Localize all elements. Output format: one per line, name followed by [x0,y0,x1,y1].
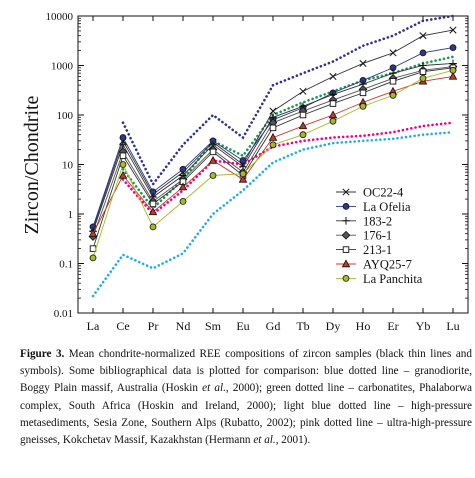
legend-label: AYQ25-7 [363,258,412,272]
data-point [149,200,157,208]
data-point [328,110,338,119]
data-point [88,229,98,237]
reference-series-7 [121,14,455,187]
legend-label: La Ofelia [363,200,411,214]
legend-marker [342,217,350,225]
data-point [239,170,247,178]
x-tick-label: Dy [326,319,341,333]
data-point [449,26,457,34]
data-point [419,49,427,57]
data-point [179,165,187,173]
x-tick-label: Ho [356,319,371,333]
x-tick-label: Tb [296,319,309,333]
caption-figure-label: Figure 3. [20,348,65,360]
legend-label: 176-1 [363,229,392,243]
reference-series-9 [91,130,455,298]
data-point [119,134,127,141]
legend-marker [341,259,351,268]
data-point [119,141,127,149]
data-point [389,91,397,99]
caption-etal-1: et al. [202,382,226,395]
legend-label: 213-1 [363,243,392,257]
reference-series-line [121,14,455,187]
data-point [359,102,367,110]
sample-series-4 [89,64,457,252]
reference-series-10 [121,121,455,216]
data-point [329,117,337,125]
data-point [209,172,217,179]
data-point [419,68,427,75]
ree-chart: Zircon/Chondrite 0.01 0.1 1 10 100 1000 10000 L… [21,11,469,333]
data-point [119,161,127,168]
plot-area: 0.01 0.1 1 10 100 1000 10000 La Ce Pr Nd Sm Eu Gd Tb Dy… [46,11,469,333]
data-point [448,71,458,80]
data-point [298,121,308,130]
x-tick-label: Nd [176,319,191,333]
data-point [269,107,277,115]
x-tick-label: Gd [266,319,281,333]
x-tick-label: Yb [416,319,431,333]
y-tick-label: 10000 [46,11,74,23]
y-tick-label: 10 [62,160,74,172]
data-point [179,197,187,205]
data-point [419,74,427,82]
y-tick-label: 1 [68,209,74,221]
data-point [89,254,97,262]
data-point [299,131,307,139]
legend-marker [341,230,351,240]
x-tick-label: Ce [116,319,129,333]
caption-etal-2: et al. [253,434,276,447]
data-point [419,32,427,40]
data-point [329,100,337,107]
sample-series-line [92,67,454,249]
y-tick-label: 0.01 [54,308,73,320]
data-point [449,66,457,74]
data-point [359,89,367,97]
legend-label: 183-2 [363,214,392,228]
reference-series-line [121,121,455,216]
data-point [268,132,278,141]
data-point [449,44,457,51]
x-tick-label: Lu [446,319,459,333]
data-point [269,124,277,132]
data-point [329,72,337,81]
data-point [389,49,397,57]
y-axis-label: Zircon/Chondrite [21,95,43,234]
legend-label: OC22-4 [363,186,404,200]
y-tick-label: 1000 [51,61,74,73]
x-tick-label: Sm [205,319,222,333]
legend: OC22-4La Ofelia183-2176-1213-1AYQ25-7La … [336,186,423,286]
data-point [119,152,127,160]
data-point [389,78,397,85]
legend-marker [342,274,350,282]
reference-series-line [91,130,455,298]
data-point [209,148,217,156]
y-tick-label: 100 [57,110,74,122]
sample-series-6 [89,66,457,262]
data-point [359,59,367,68]
caption-text-3: , 2001). [275,434,311,447]
data-point [238,174,248,183]
legend-label: La Panchita [363,272,423,286]
legend-marker [342,188,350,196]
data-point [118,170,128,179]
data-point [299,87,307,95]
caption-text-2: , 2000); green dotted line – carbonatite… [20,382,472,447]
data-point [208,155,218,164]
data-point [299,111,307,119]
data-point [148,207,158,216]
x-tick-label: Pr [148,319,159,333]
x-tick-label: Er [387,319,398,333]
figure-caption: Figure 3. Mean chondrite-normalized REE … [20,346,472,449]
data-point [178,182,188,191]
data-point [269,141,277,149]
x-tick-label: Eu [236,319,249,333]
legend-marker [342,246,350,253]
x-tick-label: La [87,319,100,333]
legend-marker [342,202,350,210]
data-point [149,223,157,231]
caption-text-1: Mean chondrite-normalized REE compositio… [20,348,472,395]
y-tick-label: 0.1 [59,259,73,271]
